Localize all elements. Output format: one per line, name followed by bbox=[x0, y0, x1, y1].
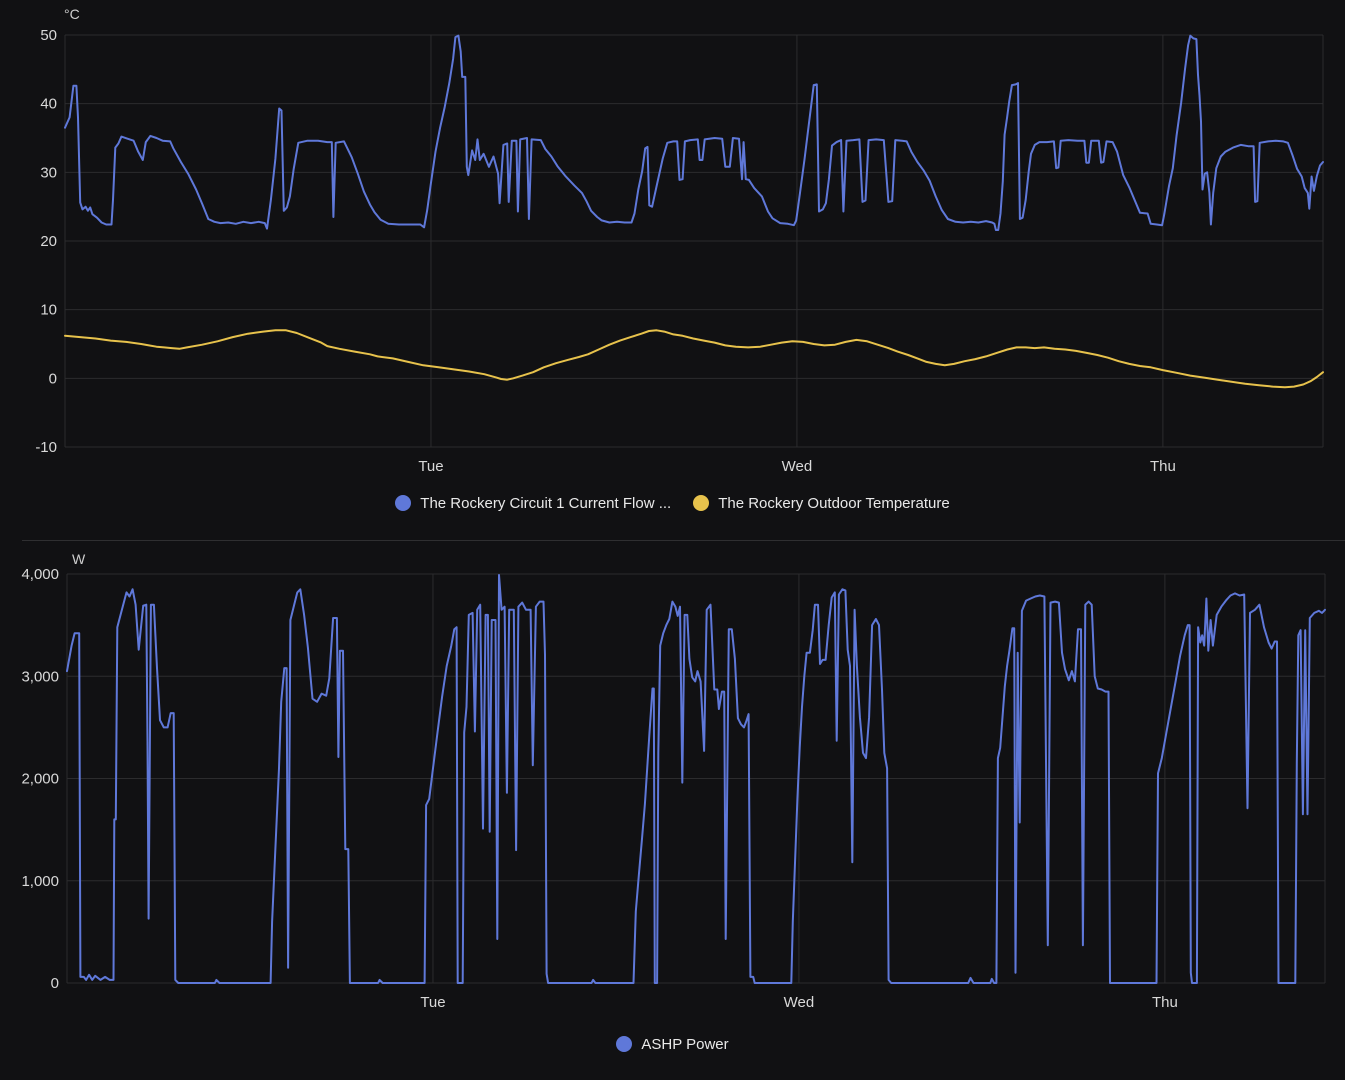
temperature-history-y-tick-label: 50 bbox=[40, 27, 57, 44]
temperature-history-y-tick-label: -10 bbox=[35, 439, 57, 456]
temperature-chart-plot[interactable]: 50 40 30 20 10 0 -10 Tue Wed Thu bbox=[0, 0, 1345, 480]
temperature-history-x-tick-label: Tue bbox=[418, 458, 443, 475]
power-history-y-tick-label: 0 bbox=[51, 975, 59, 992]
temperature-chart-card: °C 50 40 30 20 10 0 -10 Tue Wed Thu The Rockery C… bbox=[0, 0, 1345, 516]
power-unit-label: W bbox=[72, 551, 86, 567]
flow-temperature-series-dot-icon bbox=[395, 495, 412, 511]
temperature-history-x-tick-label: Wed bbox=[782, 458, 813, 475]
temperature-history-x-tick-label: Thu bbox=[1150, 458, 1176, 475]
legend-item-outdoor-temperature[interactable]: The Rockery Outdoor Temperature bbox=[693, 495, 950, 512]
power-chart-card: W 4,000 3,000 2,000 1,000 0 Tue Wed Thu ASHP Po… bbox=[0, 541, 1345, 1080]
outdoor-temperature-series-dot-icon bbox=[693, 495, 710, 511]
power-history-series-line-0 bbox=[66, 574, 1326, 984]
ashp-power-series-label: ASHP Power bbox=[641, 1035, 729, 1053]
power-history-y-tick-label: 3,000 bbox=[21, 668, 59, 685]
power-history-y-tick-label: 1,000 bbox=[21, 873, 59, 890]
flow-temperature-series-label: The Rockery Circuit 1 Current Flow ... bbox=[420, 494, 672, 512]
temperature-history-y-tick-label: 10 bbox=[40, 302, 57, 319]
temperature-history-series-line-0 bbox=[64, 34, 1324, 231]
power-history-y-tick-label: 2,000 bbox=[21, 771, 59, 788]
temperature-unit-label: °C bbox=[64, 6, 80, 22]
temperature-history-y-tick-label: 20 bbox=[40, 233, 57, 250]
temperature-history-y-tick-label: 40 bbox=[40, 96, 57, 113]
ashp-power-series-dot-icon bbox=[616, 1036, 633, 1052]
power-history-x-tick-label: Wed bbox=[784, 994, 815, 1011]
outdoor-temperature-series-label: The Rockery Outdoor Temperature bbox=[718, 494, 950, 512]
power-history-x-tick-label: Thu bbox=[1152, 994, 1178, 1011]
temperature-history-series-line-1 bbox=[64, 329, 1324, 389]
legend-item-flow-temperature[interactable]: The Rockery Circuit 1 Current Flow ... bbox=[395, 495, 671, 512]
power-history-x-tick-label: Tue bbox=[420, 994, 445, 1011]
legend-item-ashp-power[interactable]: ASHP Power bbox=[616, 1035, 729, 1053]
power-chart-legend: ASHP Power bbox=[0, 1031, 1345, 1057]
temperature-history-y-tick-label: 30 bbox=[40, 164, 57, 181]
power-history-y-tick-label: 4,000 bbox=[21, 566, 59, 583]
temperature-chart-legend: The Rockery Circuit 1 Current Flow ... T… bbox=[0, 490, 1345, 516]
power-chart-plot[interactable]: 4,000 3,000 2,000 1,000 0 Tue Wed Thu bbox=[0, 555, 1345, 1035]
card-divider bbox=[22, 540, 1345, 541]
temperature-history-y-tick-label: 0 bbox=[49, 370, 57, 387]
